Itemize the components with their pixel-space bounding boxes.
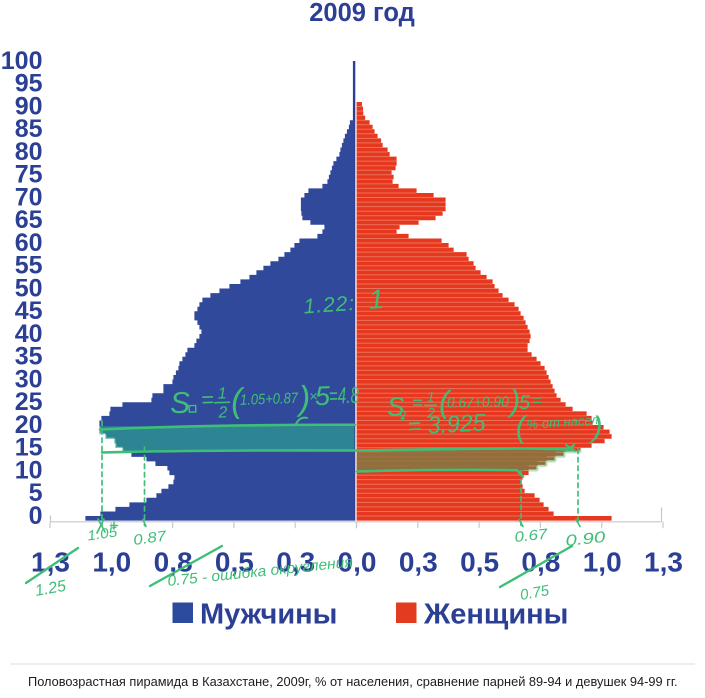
svg-text:1,0: 1,0 [92, 547, 131, 578]
svg-text:1,3: 1,3 [31, 547, 70, 578]
svg-text:1.05+0.87: 1.05+0.87 [240, 390, 299, 409]
svg-text:= 3.925: = 3.925 [407, 409, 487, 440]
svg-text:Мужчины: Мужчины [200, 599, 337, 631]
svg-text:Половозрастная пирамида в Каза: Половозрастная пирамида в Казахстане, 20… [28, 674, 678, 689]
svg-text:1,0: 1,0 [583, 547, 622, 578]
svg-text:1: 1 [217, 385, 226, 402]
svg-text:=: = [201, 387, 215, 412]
svg-text:100: 100 [1, 47, 43, 75]
svg-text:0,5: 0,5 [460, 547, 499, 578]
svg-text:1: 1 [427, 389, 435, 405]
svg-text:S: S [169, 387, 190, 421]
svg-text:0,3: 0,3 [399, 547, 438, 578]
svg-text:2009 год: 2009 год [309, 0, 415, 27]
svg-text:2: 2 [217, 404, 228, 421]
svg-text:1,3: 1,3 [644, 547, 683, 578]
svg-text:Женщины: Женщины [423, 599, 568, 631]
svg-text:=: = [532, 391, 542, 410]
svg-text:=4.8: =4.8 [328, 382, 359, 409]
svg-text:=: = [412, 393, 423, 414]
